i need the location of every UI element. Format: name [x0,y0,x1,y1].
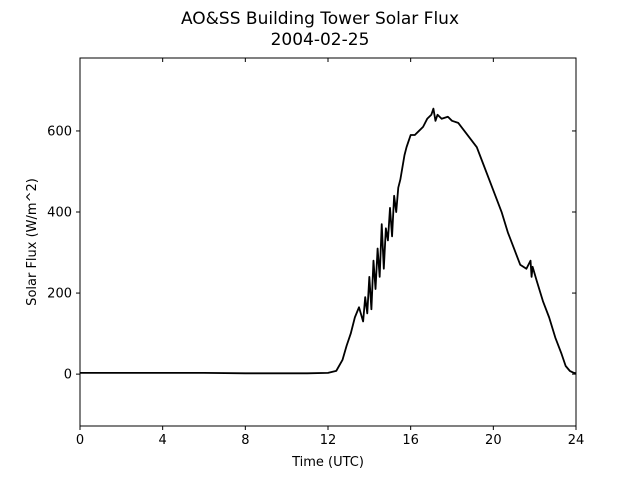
x-tick-label: 4 [159,433,167,448]
x-axis-ticks: 0 4 8 12 16 20 24 [76,58,584,448]
solar-flux-line [80,107,577,375]
chart-title: AO&SS Building Tower Solar Flux [181,9,459,29]
y-axis-label: Solar Flux (W/m^2) [25,178,40,306]
y-tick-label: 200 [47,287,72,302]
x-tick-label: 0 [76,433,84,448]
x-tick-label: 8 [241,433,249,448]
y-tick-label: 0 [64,368,72,383]
x-tick-label: 20 [485,433,502,448]
x-axis-label: Time (UTC) [291,455,364,470]
plot-frame [79,57,577,427]
chart-subtitle: 2004-02-25 [271,30,370,50]
x-tick-label: 24 [568,433,585,448]
x-tick-label: 16 [402,433,419,448]
y-tick-label: 600 [47,124,72,139]
x-tick-label: 12 [320,433,337,448]
y-tick-label: 400 [47,206,72,221]
y-axis-ticks: 0 200 400 600 [47,124,576,383]
